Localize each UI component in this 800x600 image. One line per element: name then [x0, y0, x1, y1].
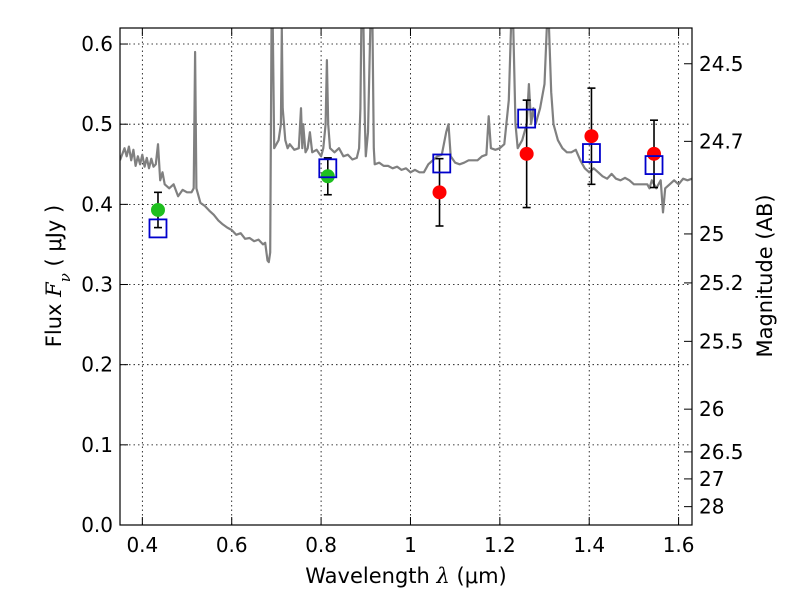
y-tick-label: 0.1 — [81, 433, 113, 457]
plot-background — [120, 28, 692, 525]
model-point — [432, 153, 452, 174]
model-point — [582, 143, 601, 163]
y2-tick-label: 25 — [699, 222, 724, 246]
y-tick-label: 0.4 — [81, 192, 113, 216]
y2-tick-label: 26 — [699, 397, 724, 421]
axis-tick-labels: 0.4 0.6 0.8 1 1.2 1.4 1.6 0.0 0.1 0.2 0.3 0.4 0.5 0.6… — [81, 32, 743, 557]
x-tick-label: 0.6 — [216, 533, 248, 557]
y2-tick-label: 24.5 — [699, 52, 744, 76]
photometry-points-layer — [150, 129, 662, 217]
x-tick-label: 0.4 — [126, 533, 158, 557]
y2-tick-label: 27 — [699, 467, 724, 491]
x-tick-label: 1.6 — [663, 533, 695, 557]
data-point — [150, 202, 165, 217]
x-axis-label: Wavelength λ (μm) — [305, 564, 506, 588]
model-point — [318, 158, 338, 179]
axis-ticks — [120, 28, 692, 526]
plot-frame — [119, 27, 693, 526]
model-point — [148, 218, 168, 239]
model-point — [644, 155, 664, 175]
y2-tick-label: 25.5 — [699, 329, 744, 353]
y-tick-label: 0.2 — [81, 353, 113, 377]
spectrum-layer — [120, 28, 692, 264]
x-tick-label: 1 — [404, 533, 417, 557]
data-point — [320, 169, 335, 184]
y2-tick-label: 26.5 — [699, 440, 744, 464]
y-tick-label: 0.0 — [81, 513, 113, 537]
x-tick-label: 0.8 — [305, 533, 337, 557]
data-point — [519, 146, 534, 161]
y2-tick-label: 25.2 — [699, 271, 744, 295]
data-point — [647, 146, 662, 161]
y-axis-label: Flux Fν ( μJy ) — [42, 205, 74, 347]
y2-axis-label: Magnitude (AB) — [753, 194, 777, 357]
x-tick-label: 1.2 — [484, 533, 516, 557]
y2-tick-label: 28 — [699, 495, 724, 519]
y2-tick-label: 24.7 — [699, 129, 744, 153]
data-point — [432, 185, 447, 200]
y-tick-label: 0.3 — [81, 273, 113, 297]
plot-area — [120, 28, 692, 264]
model-points-layer — [148, 108, 664, 239]
x-tick-label: 1.4 — [573, 533, 605, 557]
model-point — [517, 108, 537, 129]
data-point — [584, 129, 599, 144]
y-tick-label: 0.6 — [81, 32, 113, 56]
y-tick-label: 0.5 — [81, 112, 113, 136]
grid-lines — [120, 28, 692, 526]
spectrum-line — [120, 28, 692, 264]
